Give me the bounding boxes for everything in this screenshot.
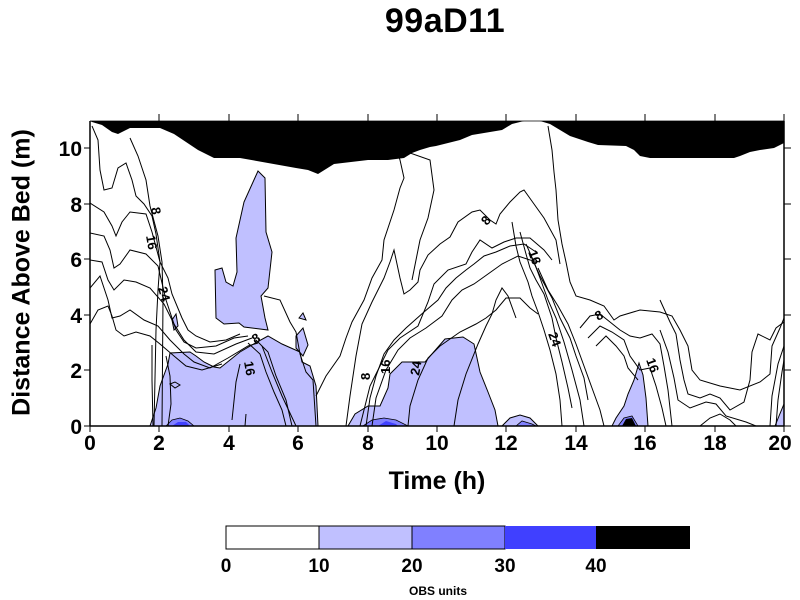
x-tick-label: 0	[84, 432, 96, 455]
y-tick-label: 8	[70, 194, 82, 217]
contour-label: 24	[545, 330, 564, 349]
legend-swatch-30-40	[505, 526, 596, 549]
x-tick-label: 2	[153, 432, 165, 455]
x-tick-label: 14	[564, 432, 588, 455]
fill-level-30-40	[172, 421, 398, 426]
y-ticks	[84, 147, 791, 427]
y-tick-label: 10	[59, 138, 82, 161]
contour-label: 16	[525, 248, 544, 267]
contour-label: 24	[407, 359, 424, 377]
contour-label: 8	[592, 307, 606, 324]
legend-swatch-over-40	[596, 526, 690, 549]
fill-level-over-40	[622, 418, 636, 426]
contour-label: 16	[643, 356, 662, 375]
legend-tick-label: 40	[585, 556, 606, 577]
x-tick-label: 18	[703, 432, 727, 455]
y-tick-label: 2	[70, 360, 82, 383]
x-tick-label: 8	[362, 432, 374, 455]
contour-label: 24	[155, 285, 173, 304]
x-tick-label: 10	[425, 432, 448, 455]
contour-label: 16	[143, 234, 160, 251]
legend-swatch-20-30	[411, 525, 506, 550]
legend-tick-label: 20	[401, 556, 422, 577]
x-tick-label: 20	[768, 432, 791, 455]
contour-label: 8	[249, 330, 263, 347]
legend-tick-label: 0	[221, 556, 232, 577]
colorbar-legend: 0 10 20 30 40	[221, 525, 690, 577]
y-tick-label: 4	[70, 305, 82, 328]
x-ticks	[89, 114, 785, 432]
y-tick-label: 6	[70, 249, 82, 272]
legend-swatch-0-10	[225, 525, 320, 550]
chart-title: 99aD11	[384, 2, 506, 40]
surface-mask	[90, 121, 784, 174]
plot-area: 8 16 24 8 16 8 16 24 8 16 24 8 16	[90, 121, 784, 426]
fill-level-10-20	[149, 170, 784, 426]
contour-label: 16	[241, 360, 258, 377]
x-tick-label: 4	[223, 432, 235, 455]
contour-label: 8	[358, 373, 373, 380]
x-tick-label: 12	[494, 432, 517, 455]
contour-lines	[90, 125, 784, 426]
legend-title: OBS units	[408, 584, 467, 598]
legend-swatch-10-20	[318, 525, 413, 550]
contour-label: 8	[148, 206, 164, 216]
x-tick-label: 6	[292, 432, 304, 455]
x-axis-label: Time (h)	[388, 467, 486, 495]
contour-label: 16	[378, 360, 393, 374]
legend-tick-label: 10	[308, 556, 329, 577]
contour-labels: 8 16 24 8 16 8 16 24 8 16 24 8 16	[143, 206, 662, 380]
contour-label: 8	[478, 213, 494, 228]
y-tick-label: 0	[70, 416, 82, 439]
x-tick-label: 16	[633, 432, 656, 455]
legend-tick-label: 30	[494, 556, 515, 577]
x-tick-labels: 0 2 4 6 8 10 12 14 16 18 20	[84, 432, 792, 455]
y-tick-labels: 0 2 4 6 8 10	[59, 138, 83, 439]
